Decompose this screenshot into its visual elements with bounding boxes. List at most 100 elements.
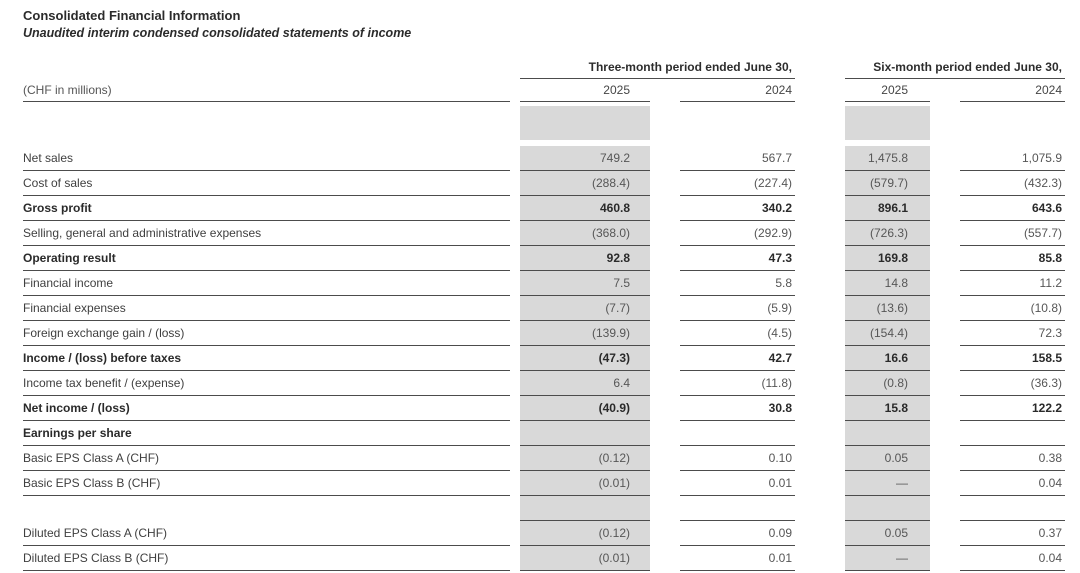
column-gap <box>650 446 680 471</box>
column-gap <box>510 146 520 171</box>
year-header-6m-2025: 2025 <box>845 79 930 102</box>
column-gap <box>795 106 845 140</box>
column-gap <box>930 396 960 421</box>
value-cell: 158.5 <box>960 346 1065 371</box>
column-gap <box>930 146 960 171</box>
column-gap <box>930 496 960 521</box>
value-cell: 0.37 <box>960 521 1065 546</box>
column-gap <box>795 146 845 171</box>
column-gap <box>930 546 960 571</box>
table-body: Net sales 749.2 567.7 1,475.8 1,075.9 Cost of… <box>23 146 1080 571</box>
table-row: Basic EPS Class B (CHF) (0.01) 0.01 — 0.04 <box>23 471 1080 496</box>
table-row: Financial income 7.5 5.8 14.8 11.2 <box>23 271 1080 296</box>
document-subtitle: Unaudited interim condensed consolidated… <box>23 26 412 40</box>
row-label: Financial income <box>23 271 510 296</box>
column-gap <box>795 171 845 196</box>
column-gap <box>650 546 680 571</box>
table-spacer-row <box>23 496 1080 521</box>
value-cell: (368.0) <box>520 221 650 246</box>
income-statement-table: Three-month period ended June 30, Six-mo… <box>23 57 1080 571</box>
value-cell: (726.3) <box>845 221 930 246</box>
value-cell: (579.7) <box>845 171 930 196</box>
column-gap <box>930 296 960 321</box>
value-cell: (292.9) <box>680 221 795 246</box>
row-label: Foreign exchange gain / (loss) <box>23 321 510 346</box>
value-cell: 122.2 <box>960 396 1065 421</box>
year-header-3m-2024: 2024 <box>680 79 795 102</box>
value-cell: 0.05 <box>845 521 930 546</box>
column-gap <box>930 246 960 271</box>
value-cell: 340.2 <box>680 196 795 221</box>
column-gap <box>795 271 845 296</box>
value-cell: 72.3 <box>960 321 1065 346</box>
value-cell: (154.4) <box>845 321 930 346</box>
value-cell: 0.01 <box>680 546 795 571</box>
column-gap <box>650 196 680 221</box>
value-cell: (227.4) <box>680 171 795 196</box>
value-cell: (40.9) <box>520 396 650 421</box>
value-cell: 0.05 <box>845 446 930 471</box>
value-cell: (0.01) <box>520 546 650 571</box>
value-cell: 15.8 <box>845 396 930 421</box>
column-gap <box>795 57 845 79</box>
document-title: Consolidated Financial Information <box>23 8 241 23</box>
column-gap <box>795 296 845 321</box>
column-gap <box>650 346 680 371</box>
column-gap <box>930 521 960 546</box>
column-gap <box>795 371 845 396</box>
value-cell: 11.2 <box>960 271 1065 296</box>
value-cell: 92.8 <box>520 246 650 271</box>
column-gap <box>795 396 845 421</box>
column-gap <box>510 421 520 446</box>
value-cell: (0.01) <box>520 471 650 496</box>
table-row: Foreign exchange gain / (loss) (139.9) (4.… <box>23 321 1080 346</box>
column-gap <box>510 106 520 140</box>
table-header-group-row: Three-month period ended June 30, Six-mo… <box>23 57 1080 79</box>
value-cell: (0.12) <box>520 521 650 546</box>
value-cell: 0.09 <box>680 521 795 546</box>
column-gap <box>650 106 680 140</box>
table-row: Selling, general and administrative expe… <box>23 221 1080 246</box>
column-gap <box>930 471 960 496</box>
value-cell <box>680 421 795 446</box>
column-gap <box>510 471 520 496</box>
value-cell <box>960 496 1065 521</box>
column-gap <box>510 346 520 371</box>
value-cell: 749.2 <box>520 146 650 171</box>
column-gap <box>930 321 960 346</box>
column-gap <box>795 421 845 446</box>
column-gap <box>795 321 845 346</box>
value-cell: (139.9) <box>520 321 650 346</box>
table-row: Diluted EPS Class B (CHF) (0.01) 0.01 — 0.04 <box>23 546 1080 571</box>
column-gap <box>795 471 845 496</box>
row-label: Income tax benefit / (expense) <box>23 371 510 396</box>
spacer-cell <box>960 106 1065 140</box>
row-label: Operating result <box>23 246 510 271</box>
value-cell: 567.7 <box>680 146 795 171</box>
column-group-three-month: Three-month period ended June 30, <box>520 57 795 79</box>
value-cell: 16.6 <box>845 346 930 371</box>
year-header-6m-2024: 2024 <box>960 79 1065 102</box>
column-gap <box>930 106 960 140</box>
table-row: Financial expenses (7.7) (5.9) (13.6) (10.8) <box>23 296 1080 321</box>
value-cell: (7.7) <box>520 296 650 321</box>
value-cell <box>845 496 930 521</box>
table-row: Diluted EPS Class A (CHF) (0.12) 0.09 0.05 0… <box>23 521 1080 546</box>
row-label: Gross profit <box>23 196 510 221</box>
column-gap <box>650 146 680 171</box>
value-cell: (13.6) <box>845 296 930 321</box>
value-cell: (288.4) <box>520 171 650 196</box>
header-spacer-row <box>23 106 1080 140</box>
column-gap <box>510 296 520 321</box>
value-cell: 0.04 <box>960 471 1065 496</box>
spacer-cell <box>23 106 510 140</box>
column-gap <box>930 371 960 396</box>
column-gap <box>510 371 520 396</box>
row-label: Selling, general and administrative expe… <box>23 221 510 246</box>
column-gap <box>650 321 680 346</box>
row-label: Basic EPS Class B (CHF) <box>23 471 510 496</box>
table-row: Basic EPS Class A (CHF) (0.12) 0.10 0.05 0.3… <box>23 446 1080 471</box>
header-label-spacer <box>23 57 510 79</box>
value-cell: (0.8) <box>845 371 930 396</box>
